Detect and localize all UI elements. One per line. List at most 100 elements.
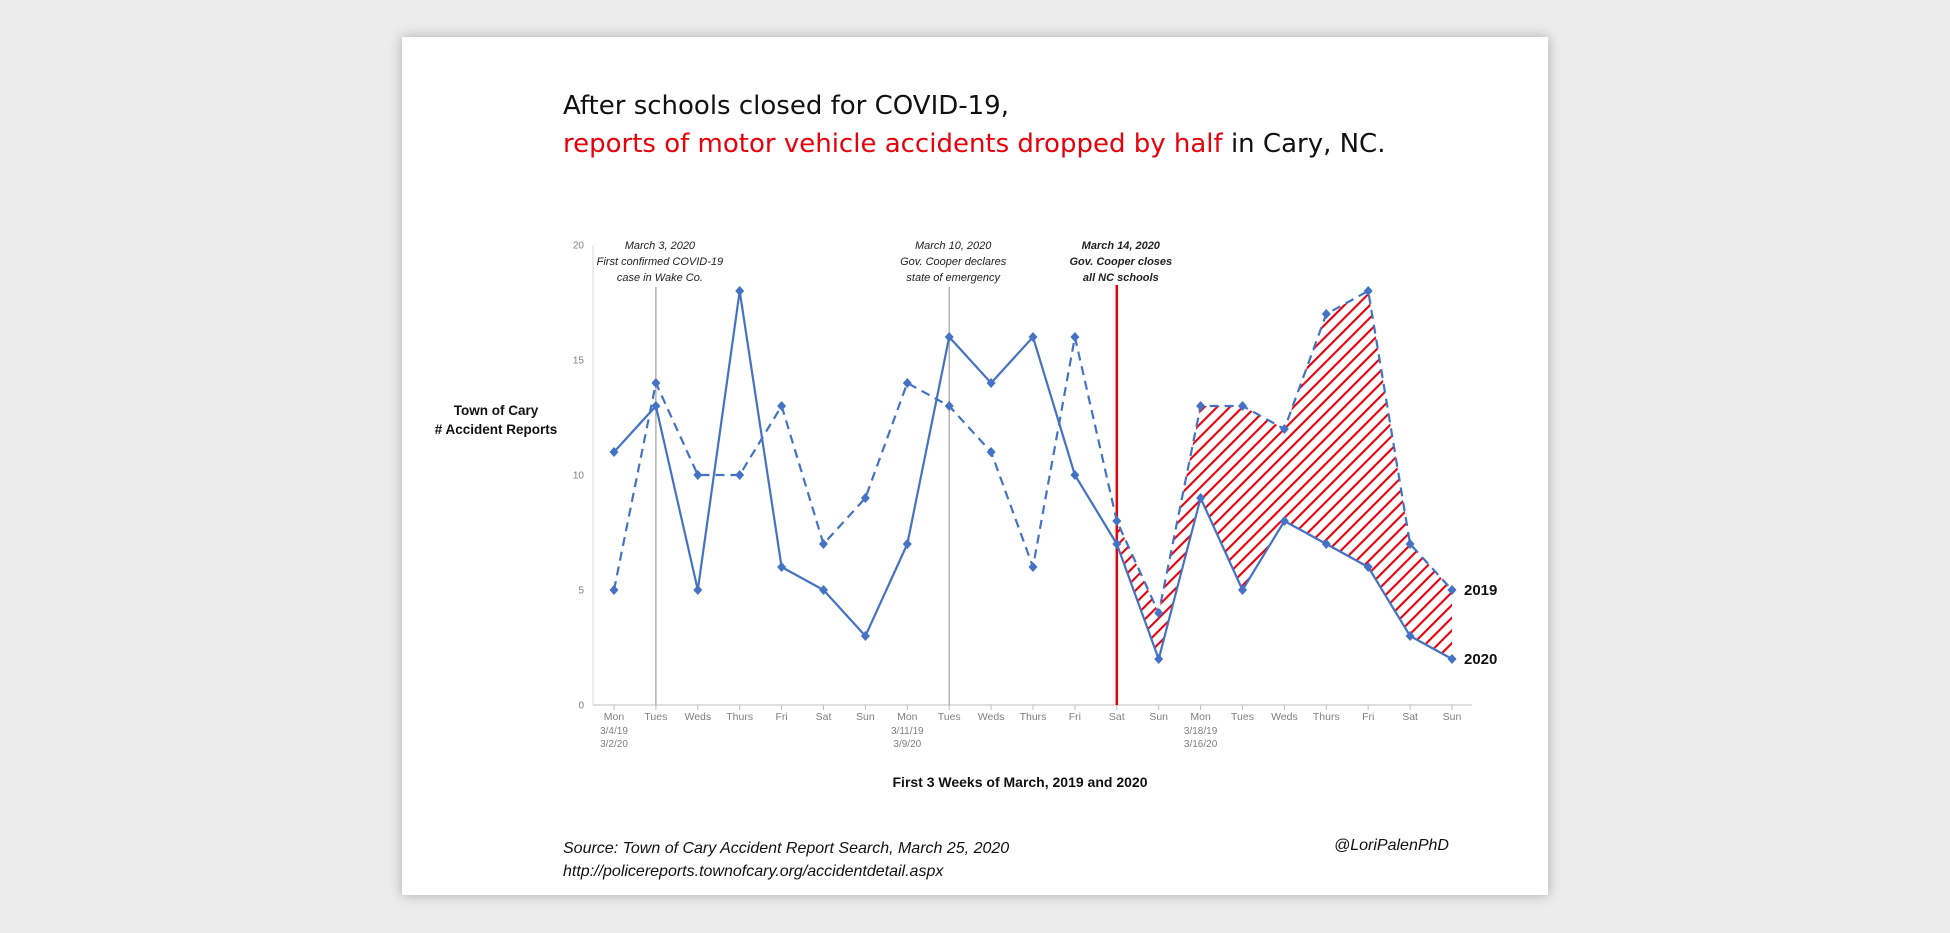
event-annotation-text: Gov. Cooper declares — [900, 256, 1007, 268]
data-point-2019 — [777, 401, 787, 411]
data-point-2019 — [1447, 585, 1457, 595]
y-tick-label: 0 — [578, 701, 584, 712]
data-point-2020 — [1196, 493, 1206, 503]
data-point-2019 — [1070, 332, 1080, 342]
y-tick-label: 20 — [573, 241, 585, 252]
data-point-2020 — [651, 401, 661, 411]
data-point-2019 — [651, 378, 661, 388]
data-point-2020 — [860, 631, 870, 641]
y-tick-label: 10 — [573, 471, 585, 482]
data-point-2020 — [1154, 654, 1164, 664]
data-point-2020 — [693, 585, 703, 595]
data-point-2020 — [1070, 470, 1080, 480]
x-tick-label: Weds — [1271, 711, 1298, 723]
event-annotation-text: case in Wake Co. — [617, 272, 703, 284]
x-tick-label: Sun — [1149, 711, 1168, 723]
x-tick-label: Weds — [978, 711, 1005, 723]
x-tick-label: Mon — [897, 711, 918, 723]
data-point-2020 — [1447, 654, 1457, 664]
data-point-2019 — [902, 378, 912, 388]
title-rest: in Cary, NC. — [1222, 129, 1386, 159]
event-annotation-text: state of emergency — [906, 272, 1001, 284]
title-highlight: reports of motor vehicle accidents dropp… — [563, 129, 1223, 159]
source-note: Source: Town of Cary Accident Report Sea… — [563, 837, 1009, 883]
source-url: http://policereports.townofcary.org/acci… — [563, 863, 944, 880]
series-label-2019: 2019 — [1464, 582, 1497, 599]
x-tick-label: Sun — [1443, 711, 1462, 723]
data-point-2019 — [1154, 608, 1164, 618]
data-point-2020 — [986, 378, 996, 388]
shaded-difference-region — [1116, 291, 1452, 659]
data-point-2019 — [1112, 516, 1122, 526]
chart-title: After schools closed for COVID-19, repor… — [563, 87, 1385, 163]
title-line-2: reports of motor vehicle accidents dropp… — [563, 125, 1385, 163]
data-point-2020 — [1238, 585, 1247, 595]
data-point-2020 — [777, 562, 787, 572]
event-annotation-text: Gov. Cooper closes — [1069, 256, 1172, 268]
y-tick-label: 15 — [573, 356, 585, 367]
data-point-2020 — [902, 539, 912, 549]
data-point-2019 — [735, 470, 745, 480]
x-tick-sublabel: 3/9/20 — [893, 739, 921, 750]
x-tick-label: Tues — [644, 711, 667, 723]
data-point-2020 — [1363, 562, 1373, 572]
y-tick-label: 5 — [578, 586, 584, 597]
event-annotation-text: March 14, 2020 — [1082, 240, 1161, 252]
data-point-2019 — [693, 470, 703, 480]
y-axis-label-line-1: Town of Cary — [453, 403, 539, 418]
data-point-2020 — [1028, 332, 1038, 342]
data-point-2020 — [735, 286, 745, 296]
data-point-2020 — [609, 447, 619, 457]
data-point-2020 — [1321, 539, 1331, 549]
data-point-2020 — [1279, 516, 1289, 526]
x-tick-label: Mon — [604, 711, 625, 723]
data-point-2019 — [860, 493, 870, 503]
data-point-2019 — [1405, 539, 1415, 549]
event-annotation-text: March 3, 2020 — [625, 240, 696, 252]
data-point-2020 — [819, 585, 828, 595]
x-tick-sublabel: 3/18/19 — [1184, 726, 1218, 737]
y-axis-label-line-2: # Accident Reports — [434, 422, 558, 437]
data-point-2019 — [944, 401, 954, 411]
data-point-2019 — [609, 585, 619, 595]
x-tick-label: Sat — [1402, 711, 1418, 723]
data-point-2019 — [1363, 286, 1373, 296]
x-tick-label: Tues — [938, 711, 961, 723]
event-annotation-text: First confirmed COVID-19 — [597, 256, 724, 268]
title-line-1: After schools closed for COVID-19, — [563, 91, 1009, 121]
chart-card: After schools closed for COVID-19, repor… — [402, 37, 1548, 895]
source-line-1: Source: Town of Cary Accident Report Sea… — [563, 840, 1010, 857]
data-point-2020 — [944, 332, 954, 342]
x-tick-label: Fri — [1069, 711, 1081, 723]
x-tick-sublabel: 3/11/19 — [891, 726, 924, 737]
y-axis-label: Town of Cary # Accident Reports — [416, 401, 576, 439]
x-tick-label: Thurs — [726, 711, 753, 723]
x-tick-sublabel: 3/2/20 — [600, 739, 628, 750]
x-tick-label: Weds — [684, 711, 711, 723]
data-point-2019 — [1238, 401, 1247, 411]
author-handle: @LoriPalenPhD — [1334, 837, 1449, 854]
x-tick-sublabel: 3/16/20 — [1184, 739, 1218, 750]
event-annotation-text: March 10, 2020 — [915, 240, 992, 252]
data-point-2020 — [1405, 631, 1415, 641]
x-tick-label: Thurs — [1313, 711, 1340, 723]
data-point-2020 — [1112, 539, 1122, 549]
data-point-2019 — [819, 539, 828, 549]
x-tick-label: Sat — [1109, 711, 1125, 723]
data-point-2019 — [1279, 424, 1289, 434]
x-tick-label: Sun — [856, 711, 875, 723]
x-tick-label: Mon — [1190, 711, 1211, 723]
data-point-2019 — [986, 447, 996, 457]
x-tick-label: Sat — [816, 711, 832, 723]
x-tick-label: Fri — [775, 711, 787, 723]
x-tick-label: Tues — [1231, 711, 1254, 723]
x-tick-label: Thurs — [1020, 711, 1047, 723]
data-point-2019 — [1196, 401, 1206, 411]
event-annotation-text: all NC schools — [1083, 272, 1159, 284]
series-label-2020: 2020 — [1464, 651, 1497, 668]
x-tick-label: Fri — [1362, 711, 1374, 723]
x-axis-label: First 3 Weeks of March, 2019 and 2020 — [892, 774, 1148, 790]
line-chart: 0 5 10 15 20 Mon Tues Weds Thurs Fri Sat Sun Mon Tues… — [573, 240, 1498, 750]
data-point-2019 — [1028, 562, 1038, 572]
data-point-2019 — [1321, 309, 1331, 319]
